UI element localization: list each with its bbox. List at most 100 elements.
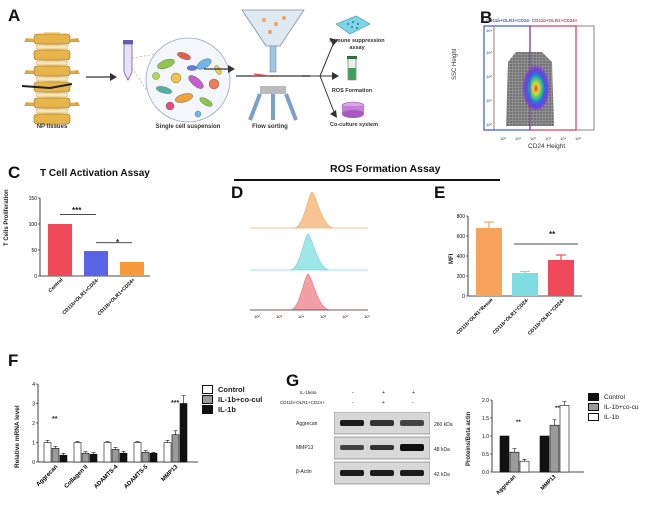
t-cell-bar-chart: 0 50 100 150 ControlCD11b+OLR1+CD24-CD11b+OL… [29,196,150,317]
sig-marker: ** [555,406,560,412]
sig-marker: * [116,238,120,247]
bar [499,435,510,473]
density-core [522,62,550,110]
kda-label: 260 kDa [434,422,453,428]
sig-marker: ** [516,420,521,426]
x-tick: 10⁰ [500,136,506,141]
x-tick-label: Control [48,277,65,294]
y-tick: 10⁰ [486,122,492,127]
band-label: Aggrecan [296,421,318,427]
legend-swatch [202,394,213,404]
gate-right-label: CD11b+OLR1+CD24+ [532,18,578,23]
x-tick-label: CD11b+OLR1+CD24+ [96,277,136,317]
legend-item: Control [202,384,262,394]
x-tick-label: 10⁵ [320,314,326,319]
treatment-mark: + [412,390,415,396]
legend-label: IL-1b+co-cu [604,403,639,411]
ros-histogram: 10² 10³ 10⁴ 10⁵ 10⁶ 10⁷ [250,191,370,319]
bar [111,449,120,463]
legend-label: IL-1b [218,404,236,414]
protein-bar-chart: 0.0 0.5 1.0 1.5 2.0 Aggrecan MMP13 [482,398,584,497]
y-tick-label: 1 [32,441,35,447]
x-tick-label: ADAMTS-4 [93,464,120,491]
x-tick: 10⁴ [560,136,566,141]
treatment-mark: - [412,400,414,406]
f-y-axis-label: Relative mRNA level [14,405,21,468]
bar [476,228,502,296]
legend-swatch [202,404,213,414]
y-tick-label: 2.0 [482,398,489,404]
y-tick: 10⁴ [486,28,492,33]
y-axis-label: SSC Height [452,48,458,80]
x-tick-label: 10⁴ [298,314,304,319]
bar [539,435,550,473]
legend-item: IL-1b [202,404,262,414]
bar [519,460,530,473]
y-tick-label: 0.5 [482,452,489,458]
bar [59,454,68,463]
y-tick-label: 0 [462,294,465,300]
y-tick-label: 3 [32,402,35,408]
x-tick-label: 10⁷ [364,314,370,319]
legend-swatch [588,403,599,411]
legend-item: IL-1b+co-cu [588,402,639,412]
panel-label-e: E [434,183,446,202]
legend-item: Control [588,392,639,402]
ros-title: ROS Formation Assay [330,163,441,175]
x-tick-label: Aggrecan [495,474,518,497]
legend-label: IL-1b+co-cul [218,394,263,404]
bar [179,403,188,463]
panel-a-schematic: NP tissues Single cell suspension [0,0,470,160]
x-tick-label: MMP13 [161,464,180,483]
branch-arrows-icon [302,38,339,118]
y-tick-label: 0 [32,460,35,466]
arrow-icon [86,73,117,81]
y-tick-label: 2 [32,421,35,427]
panel-c-title: T Cell Activation Assay [40,168,150,179]
x-tick-label: CD11b⁺OLR1⁺CD24+ [527,297,567,337]
mrna-bar-chart: 0 1 2 3 4 Aggrecan Collagen II ADAMTS-4 ADAMTS-5… [32,382,198,491]
bar [103,442,112,463]
histogram-curve [250,191,368,229]
bar [48,224,72,276]
gate-left-label: CD11b+OLR1+CD24- [486,18,531,23]
np-tissues-caption: NP tissues [36,124,68,130]
y-tick-label: 400 [457,254,466,260]
bar [512,273,538,296]
treatment-mark: - [352,390,354,396]
blot-row-label: CD11b+OLR1+CD24+ [280,400,325,405]
y-tick-label: 100 [29,222,38,228]
band-label: β-Actin [296,469,312,475]
coculture-dish-icon [341,101,365,118]
sig-marker: *** [171,400,180,407]
x-tick-label: CD11b+OLR1+CD24- [61,277,100,316]
y-tick: 10² [486,74,492,79]
single-cell-caption: Single cell suspension [155,124,221,130]
flow-cytometry-plot: 10⁰ 10¹ 10² 10³ 10⁴ 10⁵ 10⁰ 10¹ 10² 10³ … [483,25,595,141]
arrow-icon [204,65,235,73]
kda-label: 42 kDa [434,472,450,478]
y-tick: 10¹ [486,98,492,103]
g-legend: Control IL-1b+co-cu IL-1b [588,392,639,422]
blot-bands [334,412,430,485]
bar [89,453,98,463]
bar [51,448,60,463]
bar [81,452,90,463]
legend-label: Control [218,384,245,394]
panel-label-g: G [286,371,300,390]
flow-sorting-caption: Flow sorting [252,124,288,130]
y-tick-label: 0 [34,274,37,280]
blot-row-label: IL-1beta [300,390,317,395]
bar [119,452,128,463]
x-tick-label: 10² [254,314,260,319]
e-y-axis-label: MFI [449,253,455,264]
x-tick-label: 10³ [276,314,282,319]
histogram-curve [250,273,368,311]
y-tick-label: 4 [32,382,35,388]
mfi-bar-chart: 0200400600800CD11b⁺OLR1⁺ResueCD11b⁺OLR1⁺… [455,214,582,337]
x-tick: 10⁵ [575,136,581,141]
y-tick-label: 600 [457,234,466,240]
bar [43,442,52,463]
x-tick-label: Aggrecan [36,464,60,488]
x-tick-label: ADAMTS-5 [123,464,150,491]
